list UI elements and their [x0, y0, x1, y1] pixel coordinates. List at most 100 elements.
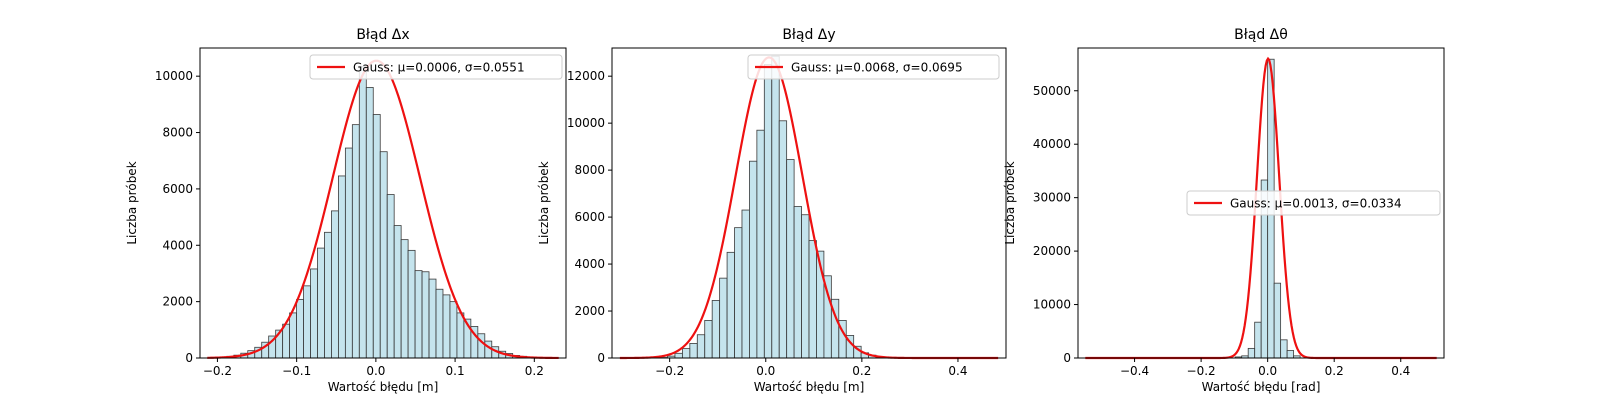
histogram-bar [1286, 350, 1295, 359]
y-tick-label: 10000 [567, 116, 605, 130]
histogram-bar [778, 120, 788, 359]
y-tick-label: 0 [1063, 351, 1071, 365]
histogram-bar [449, 301, 458, 359]
legend-label: Gauss: μ=0.0068, σ=0.0695 [791, 61, 963, 75]
histogram-bar [793, 206, 802, 359]
x-tick-label: 0.0 [1258, 364, 1277, 378]
histogram-bar [282, 323, 291, 359]
legend: Gauss: μ=0.0006, σ=0.0551 [309, 54, 563, 80]
plot-frame [1077, 47, 1445, 359]
x-tick-label: 0.0 [366, 364, 385, 378]
y-tick-label: 8000 [574, 163, 605, 177]
histogram-bar [477, 333, 486, 359]
histogram-bar [407, 249, 416, 359]
histogram-bar [400, 239, 409, 359]
histogram-bar [337, 175, 346, 359]
histogram-bar [786, 159, 795, 359]
histogram-bar [379, 151, 388, 359]
histogram-bar [289, 312, 297, 359]
chart-title: Błąd Δθ [1234, 27, 1288, 43]
y-tick-label: 4000 [162, 238, 193, 252]
y-axis-label: Liczba próbek [537, 161, 551, 244]
histogram-bar [351, 124, 360, 359]
histogram-bar [1254, 321, 1262, 359]
x-tick-label: 0.4 [1391, 364, 1410, 378]
histogram-bar [771, 55, 780, 359]
histogram-bar [421, 271, 430, 359]
histogram-bar [393, 225, 402, 359]
chart-panel-3: −0.4 −0.2 0.0 0.2 0.4 0 10000 20000 30000 40000 50… [1003, 27, 1445, 394]
histogram-bar [414, 270, 423, 359]
x-tick-label: 0.2 [1325, 364, 1344, 378]
x-tick-label: −0.2 [1187, 364, 1216, 378]
y-tick-label: 4000 [574, 257, 605, 271]
y-tick-label: 12000 [567, 69, 605, 83]
x-axis-label: Wartość błędu [m] [328, 380, 439, 394]
y-tick-label: 0 [185, 351, 193, 365]
y-tick-label: 8000 [162, 126, 193, 140]
histogram-bar [763, 64, 773, 359]
y-tick-label: 2000 [162, 295, 193, 309]
histogram-bar [386, 194, 395, 359]
x-tick-label: 0.2 [525, 364, 544, 378]
chart-panel-2: −0.2 0.0 0.2 0.4 0 2000 4000 6000 8000 10000 12000… [537, 27, 1007, 394]
x-tick-label: 0.2 [852, 364, 871, 378]
legend: Gauss: μ=0.0013, σ=0.0334 [1186, 190, 1441, 216]
histogram-bar [704, 320, 713, 359]
histogram-bar [681, 348, 691, 359]
histogram-bar [296, 298, 304, 359]
histogram-bar [734, 227, 743, 359]
histogram-bar [719, 277, 728, 359]
y-tick-label: 30000 [1033, 191, 1071, 205]
y-axis-label: Liczba próbek [1003, 161, 1017, 244]
y-tick-label: 6000 [574, 210, 605, 224]
histogram-bar [1280, 339, 1288, 359]
x-tick-label: −0.4 [1120, 364, 1149, 378]
x-tick-label: −0.2 [203, 364, 232, 378]
x-axis-label: Wartość błędu [m] [754, 380, 865, 394]
plot-frame [611, 47, 1007, 359]
histogram-bar [442, 294, 451, 359]
histogram-bar [435, 288, 444, 359]
chart-title: Błąd Δy [782, 27, 835, 43]
chart-title: Błąd Δx [356, 27, 409, 43]
x-tick-label: −0.2 [655, 364, 684, 378]
y-tick-label: 50000 [1033, 84, 1071, 98]
x-axis-label: Wartość błędu [rad] [1202, 380, 1321, 394]
histogram-bar [749, 160, 758, 359]
histogram-bar [344, 147, 353, 359]
legend-label: Gauss: μ=0.0013, σ=0.0334 [1230, 197, 1402, 211]
y-tick-label: 10000 [1033, 298, 1071, 312]
y-tick-label: 6000 [162, 182, 193, 196]
chart-panel-1: −0.2 −0.1 0.0 0.1 0.2 0 2000 4000 6000 8000 10000 B… [125, 27, 567, 394]
x-tick-label: 0.1 [446, 364, 465, 378]
histogram-bar [801, 214, 810, 359]
histogram-bar [310, 268, 318, 359]
histogram-bar [358, 65, 367, 359]
plot-frame [199, 47, 567, 359]
legend-box [747, 54, 1000, 80]
histogram-bar [808, 240, 817, 359]
histogram-bar [331, 210, 339, 359]
legend-label: Gauss: μ=0.0006, σ=0.0551 [353, 61, 525, 75]
histogram-bar [372, 114, 381, 359]
histogram-bar [689, 343, 698, 359]
histogram-bar [726, 251, 735, 359]
histogram-bar [303, 285, 311, 359]
histogram-bar [1273, 282, 1282, 359]
legend: Gauss: μ=0.0068, σ=0.0695 [747, 54, 1000, 80]
histogram-bar [428, 278, 437, 359]
y-tick-label: 10000 [155, 69, 193, 83]
legend-box [309, 54, 563, 80]
histogram-bar [696, 334, 706, 359]
histogram-bar [741, 209, 750, 359]
histogram-bar [324, 231, 332, 359]
histogram-bar [756, 129, 765, 359]
y-tick-label: 40000 [1033, 137, 1071, 151]
histogram-bar [317, 247, 325, 359]
histogram-bar [365, 87, 374, 359]
histogram-bar [1247, 347, 1256, 359]
x-tick-label: 0.4 [948, 364, 967, 378]
legend-box [1186, 190, 1441, 216]
